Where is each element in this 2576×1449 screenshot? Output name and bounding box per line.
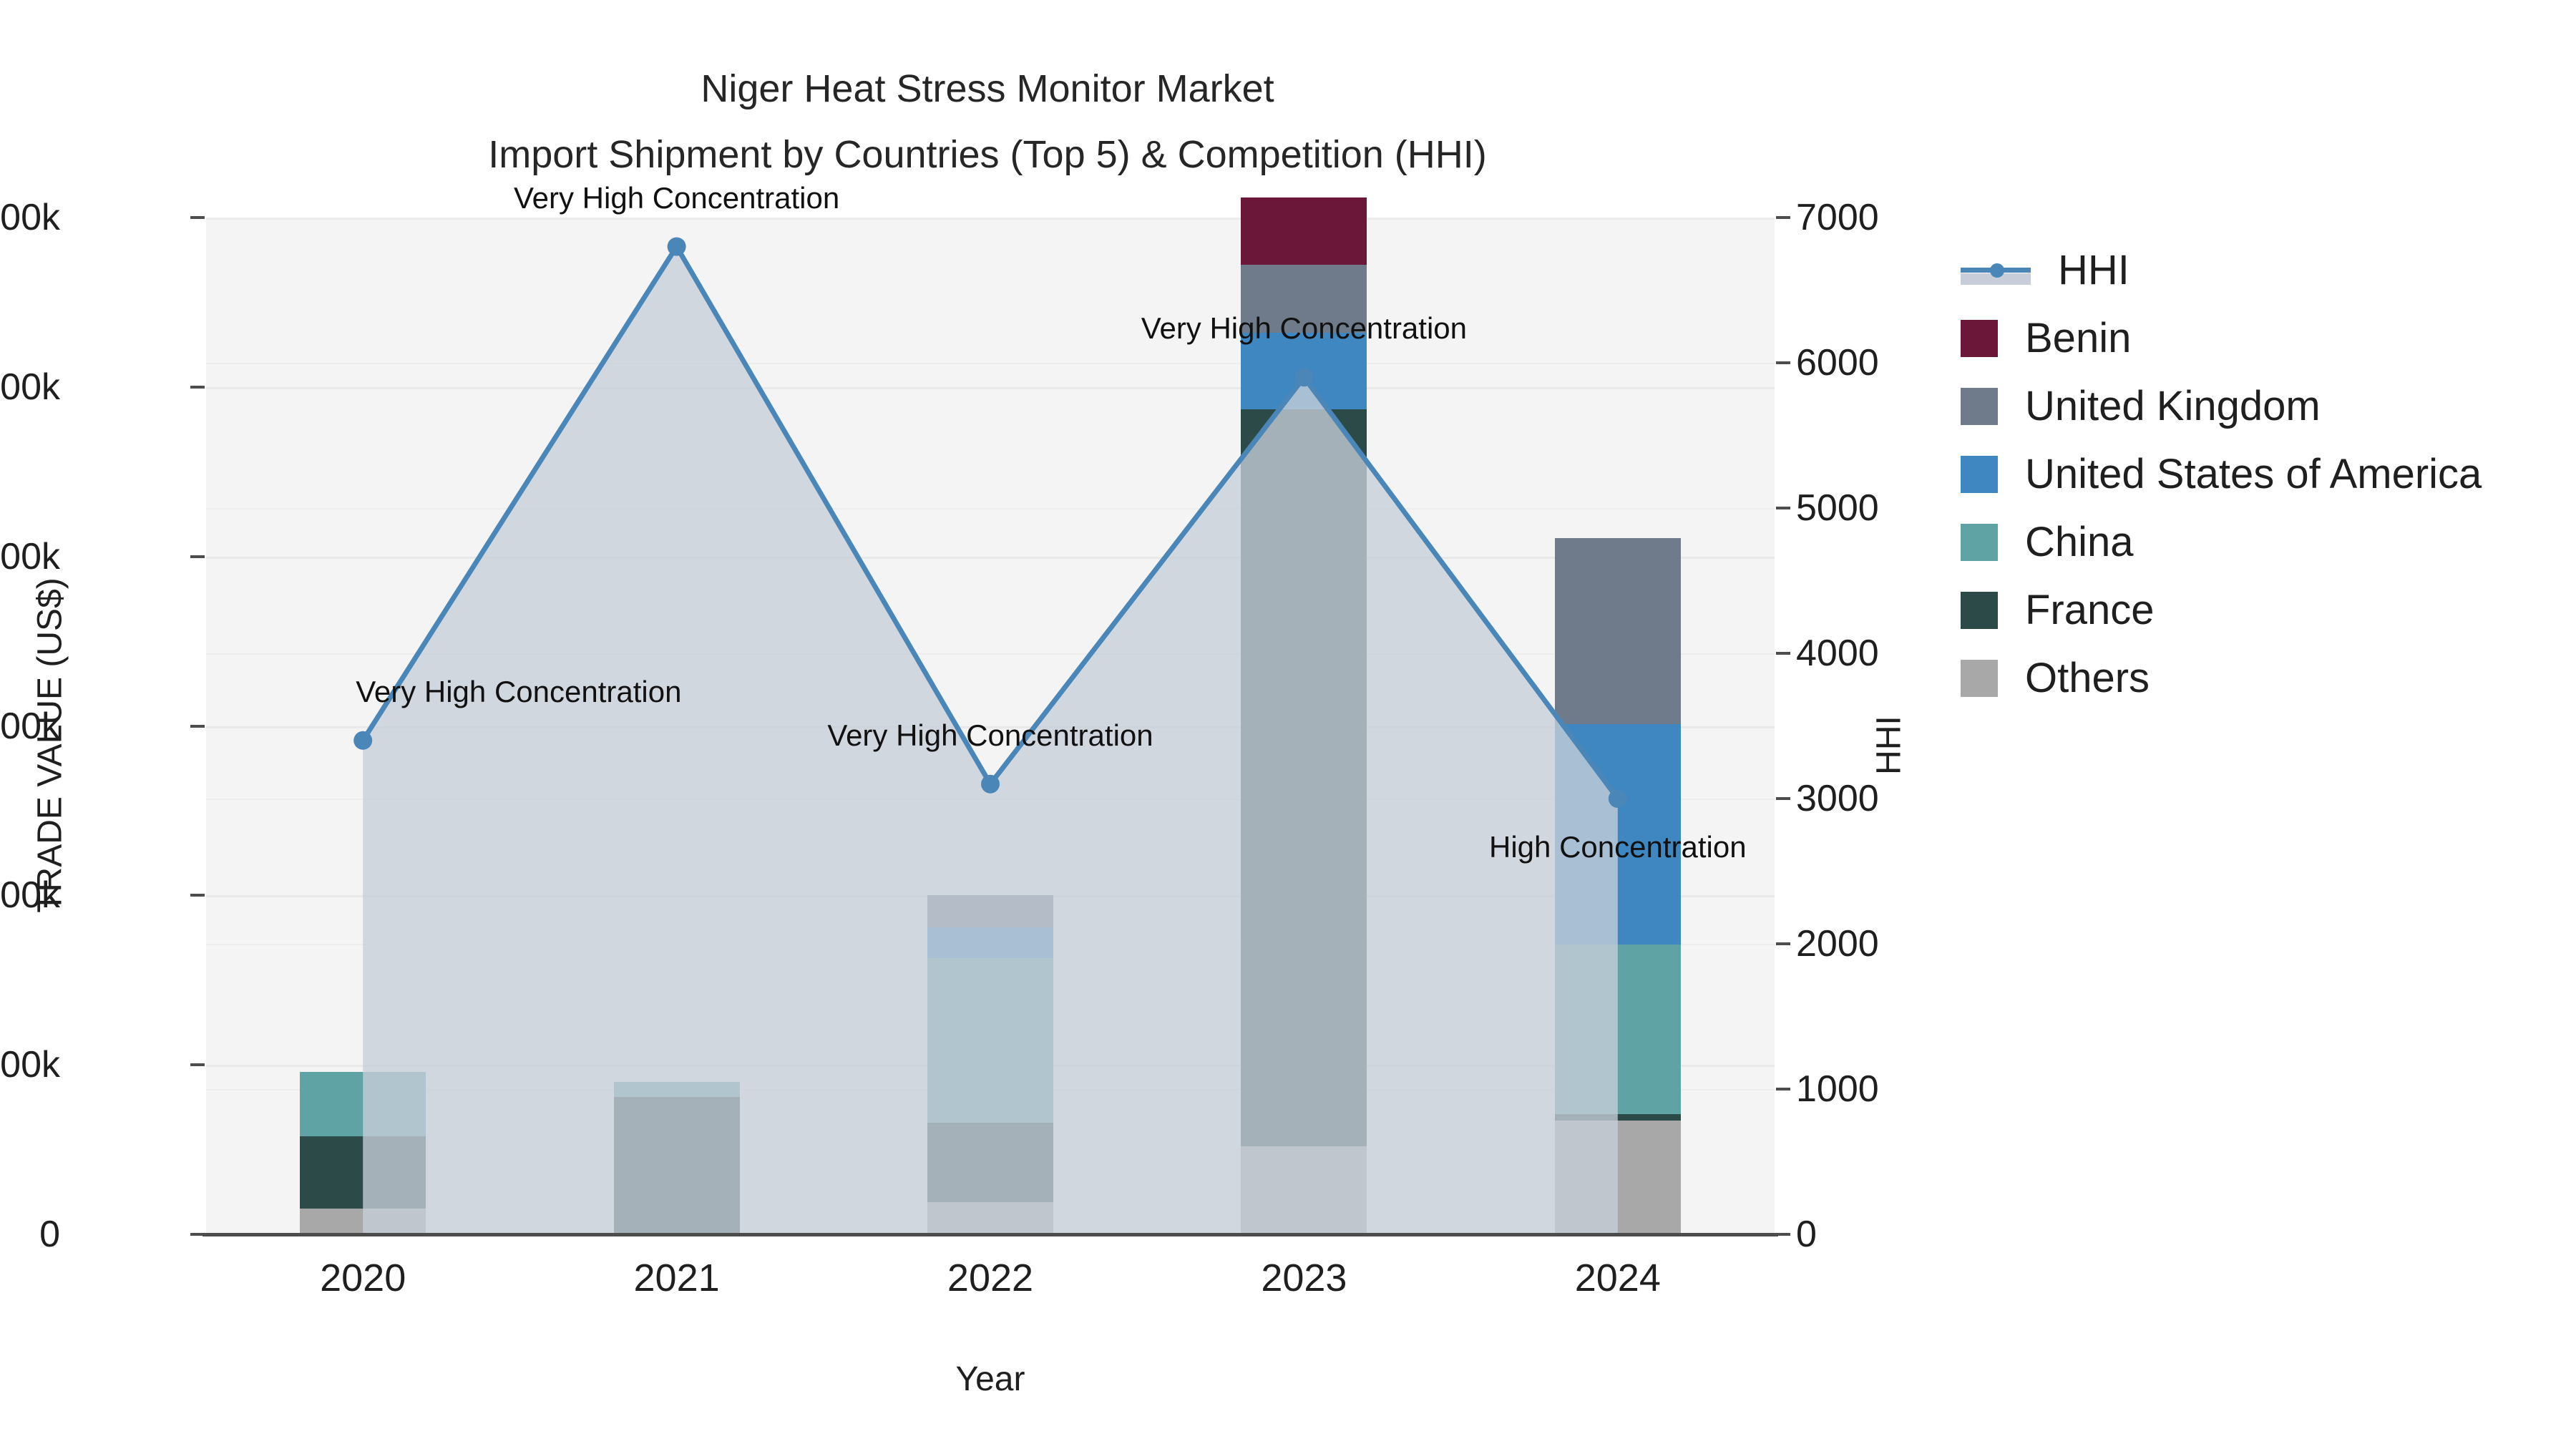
y-axis-right-tick-mark xyxy=(1776,942,1790,945)
legend-item-label: United States of America xyxy=(2025,450,2482,497)
y-axis-left-tick-label: 0 xyxy=(39,1214,60,1255)
y-axis-right-tick-label: 1000 xyxy=(1796,1068,1879,1110)
legend-swatch-icon xyxy=(1961,455,1998,493)
gridline-secondary xyxy=(206,508,1775,509)
legend-item-label: HHI xyxy=(2058,246,2129,293)
hhi-point-annotation: Very High Concentration xyxy=(1141,311,1468,346)
bar-segment[interactable] xyxy=(927,895,1053,928)
gridline xyxy=(206,556,1775,559)
hhi-point-annotation: High Concentration xyxy=(1489,830,1747,864)
bar-segment[interactable] xyxy=(1554,945,1681,1114)
y-axis-left-label: TRADE VALUE (US$) xyxy=(31,577,69,913)
legend-swatch-icon xyxy=(1961,387,1998,425)
y-axis-left-tick-mark xyxy=(190,724,205,728)
y-axis-right-tick-label: 7000 xyxy=(1796,197,1879,238)
y-axis-left-tick-label: 300k xyxy=(0,705,60,747)
legend-item[interactable]: HHI xyxy=(1961,236,2562,304)
y-axis-right-tick-mark xyxy=(1776,652,1790,655)
x-axis-tick-label: 2020 xyxy=(320,1257,406,1299)
y-axis-right-tick-mark xyxy=(1776,361,1790,364)
x-axis-tick-label: 2021 xyxy=(633,1257,720,1299)
x-axis-tick-label: 2024 xyxy=(1574,1257,1661,1299)
x-axis-tick-label: 2023 xyxy=(1261,1257,1347,1299)
bar-segment[interactable] xyxy=(300,1136,426,1209)
gridline-secondary xyxy=(206,653,1775,655)
legend-item-label: United Kingdom xyxy=(2025,382,2321,429)
hhi-point-annotation: Very High Concentration xyxy=(513,180,840,215)
bar-segment[interactable] xyxy=(927,927,1053,958)
x-axis-line xyxy=(203,1233,1778,1236)
y-axis-right-tick-mark xyxy=(1776,797,1790,800)
hhi-point-annotation: Very High Concentration xyxy=(356,674,682,708)
bar-segment[interactable] xyxy=(1241,1146,1367,1234)
bar-segment[interactable] xyxy=(300,1071,426,1136)
bar-segment[interactable] xyxy=(1554,537,1681,725)
bar-segment[interactable] xyxy=(927,1122,1053,1202)
y-axis-right-tick-label: 6000 xyxy=(1796,342,1879,384)
chart-title-line-2: Import Shipment by Countries (Top 5) & C… xyxy=(488,133,1487,176)
y-axis-right-tick-mark xyxy=(1776,1233,1790,1236)
bar-segment[interactable] xyxy=(1554,1113,1681,1121)
y-axis-left-tick-label: 100k xyxy=(0,1044,60,1086)
legend-item[interactable]: China xyxy=(1961,508,2562,576)
legend-item[interactable]: France xyxy=(1961,576,2562,644)
chart-title-line-1: Niger Heat Stress Monitor Market xyxy=(701,67,1274,110)
gridline-secondary xyxy=(206,363,1775,364)
y-axis-left-tick-mark xyxy=(190,1233,205,1236)
y-axis-right-label: HHI xyxy=(1870,716,1908,775)
y-axis-left-tick-mark xyxy=(190,216,205,219)
legend-item[interactable]: United States of America xyxy=(1961,440,2562,508)
legend-swatch-icon xyxy=(1961,319,1998,357)
legend-item-label: France xyxy=(2025,586,2155,633)
legend-item[interactable]: Others xyxy=(1961,644,2562,712)
y-axis-right-tick-label: 3000 xyxy=(1796,778,1879,819)
y-axis-right-tick-label: 5000 xyxy=(1796,487,1879,529)
bar-segment[interactable] xyxy=(927,957,1053,1123)
bar-segment[interactable] xyxy=(300,1209,426,1234)
y-axis-right-tick-label: 0 xyxy=(1796,1214,1817,1255)
gridline-secondary xyxy=(206,799,1775,800)
legend: HHI Benin United Kingdom United States of A… xyxy=(1961,236,2562,712)
y-axis-right-tick-label: 4000 xyxy=(1796,633,1879,674)
bar-segment[interactable] xyxy=(1554,1121,1681,1234)
legend-item-label: Benin xyxy=(2025,314,2132,361)
y-axis-left-tick-mark xyxy=(190,894,205,897)
legend-item[interactable]: United Kingdom xyxy=(1961,372,2562,440)
hhi-point-annotation: Very High Concentration xyxy=(827,718,1153,752)
y-axis-left-tick-mark xyxy=(190,555,205,558)
y-axis-right-tick-mark xyxy=(1776,1088,1790,1091)
gridline xyxy=(206,386,1775,389)
x-axis-label: Year xyxy=(955,1360,1025,1398)
legend-item-label: Others xyxy=(2025,654,2150,701)
y-axis-right-tick-mark xyxy=(1776,507,1790,509)
x-axis-tick-label: 2022 xyxy=(947,1257,1034,1299)
chart-title: Niger Heat Stress Monitor Market Import … xyxy=(0,56,1975,187)
legend-item[interactable]: Benin xyxy=(1961,304,2562,372)
bar-segment[interactable] xyxy=(613,1097,740,1234)
bar-segment[interactable] xyxy=(927,1202,1053,1234)
bar-segment[interactable] xyxy=(613,1081,740,1098)
gridline-secondary xyxy=(206,218,1775,219)
y-axis-left-tick-label: 500k xyxy=(0,366,60,408)
legend-swatch-icon xyxy=(1961,591,1998,629)
legend-line-marker-icon xyxy=(1961,252,2031,289)
legend-swatch-icon xyxy=(1961,523,1998,561)
y-axis-right-tick-mark xyxy=(1776,216,1790,219)
y-axis-left-tick-label: 600k xyxy=(0,197,60,238)
y-axis-left-tick-label: 400k xyxy=(0,535,60,577)
y-axis-left-tick-label: 200k xyxy=(0,874,60,917)
legend-item-label: China xyxy=(2025,518,2134,565)
bar-segment[interactable] xyxy=(1241,409,1367,1146)
y-axis-left-tick-mark xyxy=(190,1063,205,1067)
y-axis-left-tick-mark xyxy=(190,385,205,389)
legend-swatch-icon xyxy=(1961,659,1998,697)
y-axis-right-tick-label: 2000 xyxy=(1796,923,1879,965)
bar-segment[interactable] xyxy=(1241,197,1367,265)
